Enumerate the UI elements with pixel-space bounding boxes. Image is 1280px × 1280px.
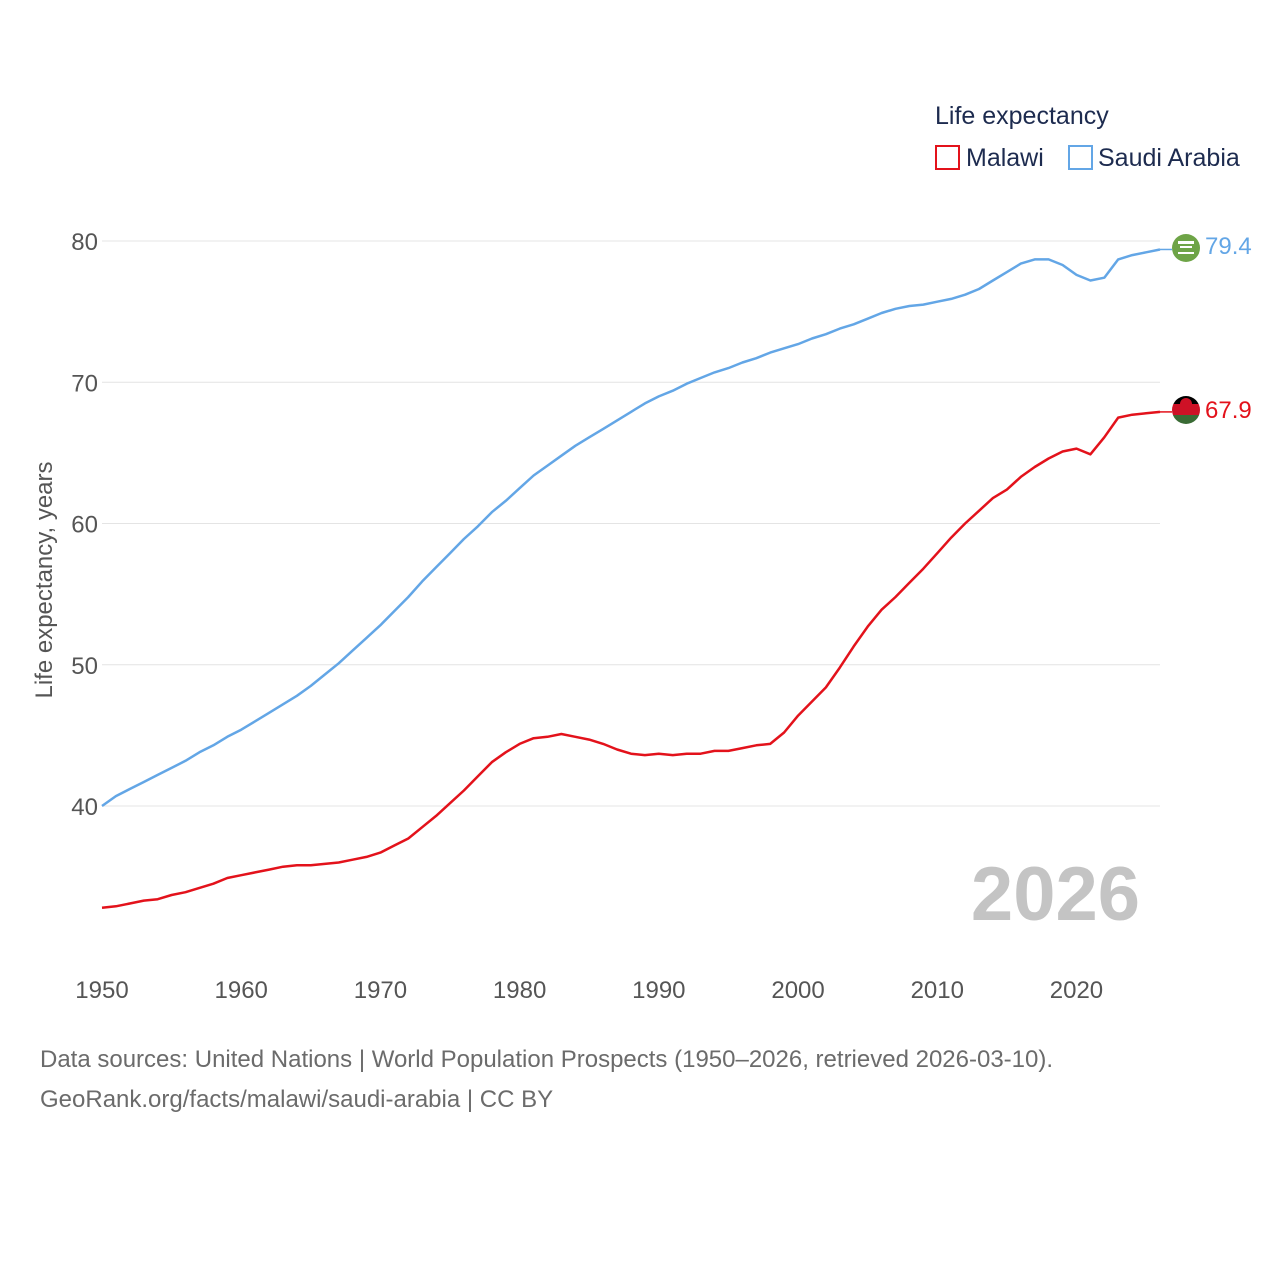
y-axis-title: Life expectancy, years — [31, 461, 58, 698]
data-source-note: Data sources: United Nations | World Pop… — [40, 1046, 1054, 1073]
attribution-link[interactable]: GeoRank.org/facts/malawi/saudi-arabia | … — [40, 1086, 554, 1113]
year-watermark: 2026 — [971, 852, 1140, 937]
end-value-labels: 67.9 79.4 — [1205, 233, 1252, 424]
legend-title: Life expectancy — [935, 102, 1109, 130]
end-label-malawi: 67.9 — [1205, 397, 1252, 424]
legend-swatch-malawi — [935, 145, 960, 170]
x-tick-label: 2010 — [911, 977, 964, 1004]
saudi-arabia-flag-icon — [1172, 234, 1200, 262]
x-axis-ticks: 1950 1960 1970 1980 1990 2000 2010 2020 — [75, 977, 1103, 1004]
y-tick-label: 50 — [71, 653, 98, 680]
malawi-flag-icon — [1172, 396, 1200, 424]
y-axis-ticks: 40 50 60 70 80 — [71, 229, 98, 821]
x-tick-label: 1990 — [632, 977, 685, 1004]
series-line-saudi-arabia — [101, 248, 1161, 808]
x-tick-label: 2000 — [771, 977, 824, 1004]
y-tick-label: 70 — [71, 370, 98, 397]
series-lines — [101, 248, 1172, 909]
x-tick-label: 1950 — [75, 977, 128, 1004]
y-tick-label: 60 — [71, 512, 98, 539]
x-tick-label: 1970 — [354, 977, 407, 1004]
x-tick-label: 1980 — [493, 977, 546, 1004]
end-label-saudi-arabia: 79.4 — [1205, 233, 1252, 260]
x-tick-label: 2020 — [1050, 977, 1103, 1004]
legend-label-saudi-arabia: Saudi Arabia — [1098, 144, 1240, 172]
legend: Life expectancy Malawi Saudi Arabia — [935, 102, 1240, 172]
y-tick-label: 80 — [71, 229, 98, 256]
y-tick-label: 40 — [71, 794, 98, 821]
series-line-malawi — [101, 410, 1161, 909]
gridlines — [102, 240, 1160, 807]
legend-swatch-saudi-arabia — [1068, 145, 1093, 170]
x-tick-label: 1960 — [215, 977, 268, 1004]
legend-label-malawi: Malawi — [966, 144, 1044, 172]
